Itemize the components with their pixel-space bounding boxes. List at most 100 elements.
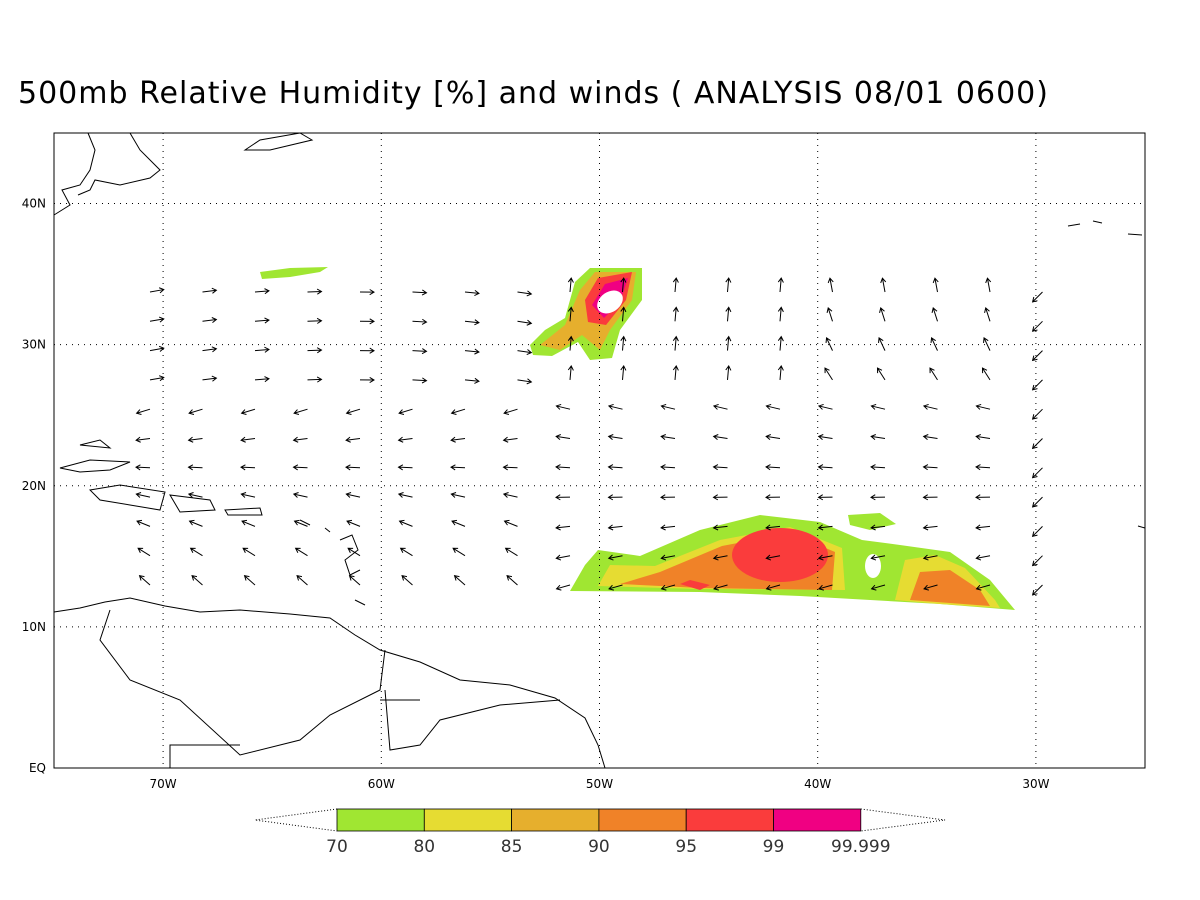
wind-arrow — [242, 547, 256, 557]
wind-arrow — [607, 524, 623, 531]
wind-arrow — [240, 436, 256, 443]
wind-arrow — [607, 494, 623, 501]
wind-arrow — [975, 584, 991, 591]
wind-arrow — [452, 547, 466, 557]
wind-arrow — [399, 547, 413, 557]
wind-arrow — [240, 464, 256, 471]
wind-arrow — [149, 375, 165, 382]
wind-arrow — [567, 364, 574, 380]
wind-arrow — [817, 464, 833, 471]
wind-arrow — [555, 403, 571, 410]
wind-arrow — [254, 317, 270, 324]
wind-arrow — [607, 434, 623, 440]
wind-arrow — [450, 464, 466, 471]
humidity-field — [260, 267, 1015, 610]
wind-arrow — [672, 306, 679, 322]
wind-arrow — [398, 408, 413, 415]
wind-arrow — [620, 277, 627, 293]
humidity-area — [848, 513, 896, 530]
wind-arrow — [504, 547, 518, 557]
colorbar-box — [511, 808, 600, 832]
wind-arrow — [870, 434, 886, 440]
wind-arrow — [241, 519, 256, 527]
wind-arrow — [1031, 555, 1043, 567]
wind-arrow — [401, 575, 413, 586]
wind-arrow — [981, 367, 991, 381]
wind-arrow — [502, 436, 518, 443]
wind-arrow — [777, 364, 784, 380]
wind-arrow — [712, 464, 728, 471]
wind-arrow — [138, 575, 151, 586]
colorbar-extension — [860, 808, 946, 832]
wind-arrow — [712, 434, 728, 440]
wind-arrow — [765, 524, 781, 531]
wind-arrow — [725, 306, 732, 322]
wind-arrow — [149, 287, 165, 294]
wind-arrow — [450, 436, 466, 443]
wind-arrow — [818, 584, 833, 591]
humidity-area — [910, 570, 990, 606]
wind-arrow — [930, 337, 938, 351]
colorbar-extension — [254, 808, 338, 832]
colorbar-label: 99 — [763, 837, 785, 857]
wind-arrow — [345, 492, 361, 498]
colorbar-label: 85 — [501, 837, 523, 857]
coastline — [243, 132, 314, 151]
wind-arrow — [607, 403, 623, 410]
wind-arrow — [307, 288, 323, 295]
wind-arrow — [975, 494, 991, 501]
wind-arrow — [188, 408, 203, 415]
wind-arrow — [1031, 408, 1043, 420]
wind-arrow — [870, 464, 886, 471]
coastline — [53, 132, 161, 216]
wind-arrow — [929, 367, 938, 381]
wind-arrow — [985, 277, 992, 293]
wind-arrow — [293, 519, 308, 527]
wind-arrow — [292, 464, 308, 471]
wind-arrow — [202, 317, 218, 324]
humidity-hole — [865, 554, 881, 578]
wind-arrow — [555, 434, 571, 440]
wind-arrow — [254, 376, 270, 383]
wind-arrow — [712, 403, 728, 410]
lat-tick-label: 20N — [22, 479, 46, 493]
humidity-area — [260, 267, 328, 279]
wind-arrow — [817, 524, 833, 531]
wind-arrow — [555, 494, 571, 501]
colorbar-box — [423, 808, 512, 832]
wind-arrow — [932, 277, 939, 293]
coastlines — [53, 132, 1146, 769]
wind-arrow — [975, 403, 991, 410]
wind-arrow — [825, 337, 833, 351]
wind-arrow — [398, 519, 413, 527]
wind-arrow — [870, 524, 886, 531]
wind-arrow — [672, 277, 679, 293]
wind-arrow — [136, 519, 151, 527]
wind-arrow — [880, 277, 887, 293]
wind-arrow — [517, 378, 533, 385]
wind-arrow — [307, 317, 323, 324]
wind-arrow — [765, 494, 781, 501]
wind-arrow — [870, 554, 886, 561]
wind-arrow — [975, 524, 991, 531]
colorbar-box — [685, 808, 774, 832]
wind-arrow — [922, 464, 938, 471]
wind-arrow — [870, 584, 886, 591]
wind-arrow — [620, 306, 627, 322]
lon-tick-label: 70W — [150, 777, 177, 791]
wind-arrow — [725, 335, 732, 351]
wind-arrow — [567, 277, 574, 293]
wind-arrow — [293, 408, 308, 415]
wind-arrow — [149, 316, 165, 323]
wind-arrow — [555, 524, 571, 531]
lon-tick-label: 60W — [368, 777, 395, 791]
lat-tick-label: 30N — [22, 338, 46, 352]
map-frame — [53, 132, 1146, 769]
wind-arrow — [620, 364, 627, 380]
wind-arrow — [149, 345, 165, 352]
wind-arrow — [712, 554, 728, 561]
lon-tick-label: 50W — [586, 777, 613, 791]
wind-arrow — [187, 464, 203, 471]
lat-tick-label: EQ — [29, 761, 46, 775]
